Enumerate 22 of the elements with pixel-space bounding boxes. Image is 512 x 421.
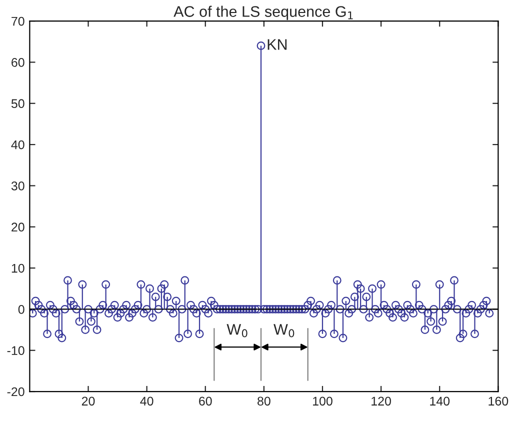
x-tick-label: 160 [488,396,508,406]
x-tick-label: 120 [372,396,391,406]
annotation: W$_{0}$ [274,324,294,338]
y-tick-label: 70 [12,16,24,26]
y-tick-label: 50 [11,99,24,108]
x-tick-label: 140 [430,396,450,406]
x-tick-label: 40 [140,396,154,406]
annotation: W$_{0}$ [226,324,248,338]
chart-title: AC of the LS sequence G$_{1}$ [174,6,353,20]
y-tick-label: 60 [12,58,24,67]
y-tick-label: 30 [11,182,24,190]
annotation: KN [268,39,287,50]
x-tick-label: 60 [199,396,212,406]
y-tick-label: 20 [12,222,24,232]
x-tick-label: 100 [313,396,332,406]
y-tick-label: 10 [12,264,24,273]
x-tick-label: 20 [82,396,95,406]
x-tick-label: 80 [258,396,270,406]
y-tick-label: -20 [7,387,24,396]
y-tick-label: -10 [7,346,24,356]
y-tick-label: 40 [11,140,24,150]
y-tick-label: 0 [18,305,24,314]
